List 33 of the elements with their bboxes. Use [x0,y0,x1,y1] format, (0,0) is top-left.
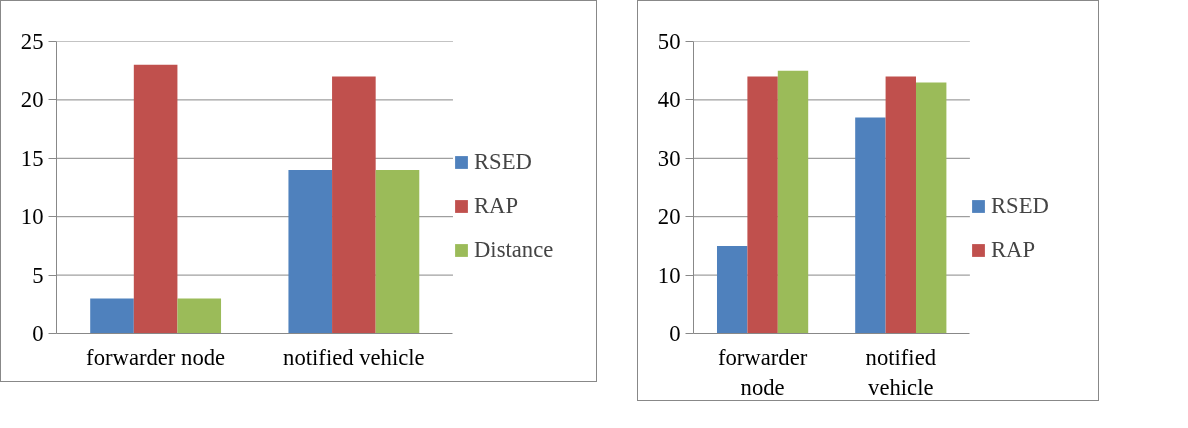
bar [885,76,916,334]
bar [375,169,420,334]
bar [90,298,134,334]
x-tick-label: forwarder node [86,344,226,370]
x-tick-label: forwarder node [717,344,808,400]
y-tick-label: 40 [657,87,681,113]
legend-label: RAP [991,237,1036,263]
y-tick-label: 10 [20,204,44,230]
bar [716,245,748,334]
y-tick-label: 30 [657,145,681,171]
legend-label: RAP [474,193,519,219]
bar [916,82,947,334]
bar [332,76,376,334]
x-tick-label: notified vehicle [865,344,937,400]
y-tick-label: 10 [657,262,681,288]
bar [177,298,222,334]
legend-label: RSED [474,149,532,175]
y-tick-label: 15 [20,145,44,171]
y-tick-label: 5 [32,262,44,288]
bar [288,169,333,334]
y-tick-label: 20 [20,87,44,113]
y-tick-label: 0 [669,321,681,346]
y-tick-label: 50 [657,29,681,54]
y-tick-label: 25 [20,29,44,54]
bar [133,64,178,334]
legend-label: Distance [474,237,554,263]
bar [747,76,778,334]
y-tick-label: 20 [657,204,681,230]
bar [855,117,886,334]
x-tick-label: notified vehicle [283,344,425,370]
legend-label: RSED [991,193,1049,219]
y-tick-label: 0 [32,321,44,346]
bar [777,70,809,334]
